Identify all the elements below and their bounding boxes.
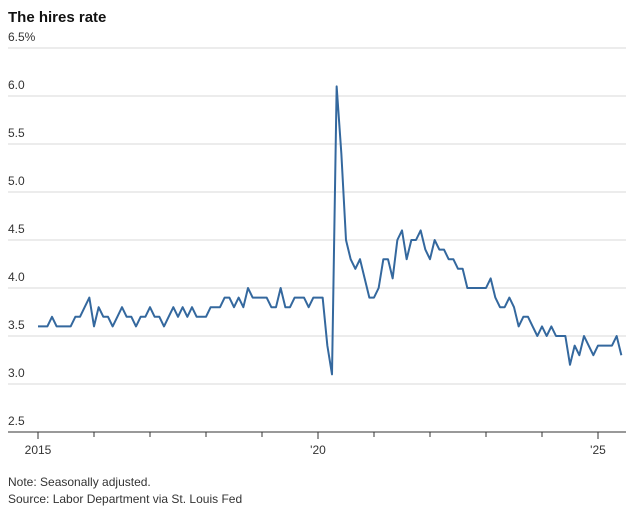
y-tick-label: 2.5: [8, 414, 25, 428]
y-tick-label: 6.5%: [8, 30, 36, 44]
y-tick-label: 6.0: [8, 78, 25, 92]
note: Note: Seasonally adjusted.: [8, 475, 151, 489]
y-tick-label: 5.0: [8, 174, 25, 188]
y-tick-label: 4.5: [8, 222, 25, 236]
x-tick-label: '25: [590, 443, 606, 457]
chart-title: The hires rate: [8, 9, 106, 26]
x-tick-label: 2015: [25, 443, 52, 457]
y-tick-label: 5.5: [8, 126, 25, 140]
y-tick-label: 3.5: [8, 318, 25, 332]
y-tick-label: 3.0: [8, 366, 25, 380]
y-tick-label: 4.0: [8, 270, 25, 284]
data-line: [38, 85, 623, 376]
source: Source: Labor Department via St. Louis F…: [8, 492, 242, 506]
x-tick-label: '20: [310, 443, 326, 457]
